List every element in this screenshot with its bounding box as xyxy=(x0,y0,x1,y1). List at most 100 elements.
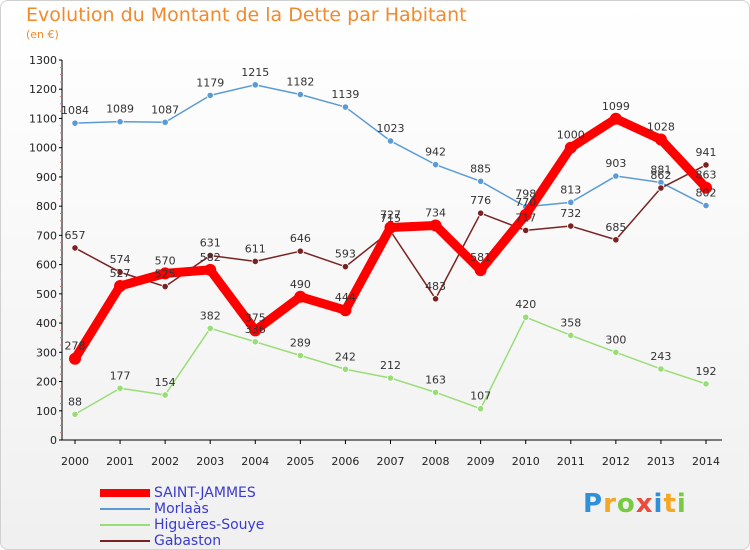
data-label-gabaston: 776 xyxy=(470,194,491,207)
data-label-gabaston: 717 xyxy=(515,211,536,224)
series-lines xyxy=(69,81,712,418)
y-tick-label: 200 xyxy=(36,376,57,389)
y-tick: 300 xyxy=(36,346,62,359)
data-point-saint-jammes xyxy=(339,304,352,317)
data-label-higueres-souye: 358 xyxy=(560,316,581,329)
data-point-gabaston xyxy=(161,282,169,291)
data-point-higueres-souye xyxy=(522,313,530,321)
data-label-saint-jammes: 490 xyxy=(290,278,311,291)
data-point-saint-jammes xyxy=(69,352,81,365)
logo-letter: i xyxy=(676,489,687,519)
data-point-gabaston xyxy=(206,251,214,260)
x-tick-label: 2000 xyxy=(61,455,89,468)
x-tick: 2009 xyxy=(467,440,495,468)
data-label-gabaston: 646 xyxy=(290,232,311,245)
data-point-higueres-souye xyxy=(477,405,485,413)
data-point-morlaas xyxy=(341,103,350,111)
legend: SAINT-JAMMES Morlaàs Higuères-Souye Gaba… xyxy=(100,485,264,549)
x-tick: 2010 xyxy=(512,440,540,468)
data-label-saint-jammes: 1099 xyxy=(602,100,630,113)
data-point-higueres-souye xyxy=(206,324,214,332)
data-point-gabaston xyxy=(612,236,620,244)
data-point-saint-jammes xyxy=(294,290,307,303)
x-tick: 2000 xyxy=(61,440,89,468)
data-label-gabaston: 611 xyxy=(245,242,266,255)
data-label-saint-jammes: 734 xyxy=(425,206,446,219)
data-label-morlaas: 881 xyxy=(650,163,671,176)
x-tick-label: 2010 xyxy=(512,455,540,468)
y-tick: 0 xyxy=(50,434,62,447)
x-tick: 2003 xyxy=(196,440,224,468)
data-label-morlaas: 813 xyxy=(560,183,581,196)
x-tick: 2013 xyxy=(647,440,675,468)
logo-letter: x xyxy=(635,489,654,519)
y-tick: 1200 xyxy=(29,83,62,96)
data-point-gabaston xyxy=(522,226,530,235)
y-tick: 1300 xyxy=(29,54,62,67)
x-tick-label: 2012 xyxy=(602,455,630,468)
y-tick: 500 xyxy=(36,288,62,301)
y-tick: 900 xyxy=(36,171,62,184)
legend-label-gabaston: Gabaston xyxy=(154,533,222,549)
data-label-higueres-souye: 420 xyxy=(515,298,536,311)
data-point-gabaston xyxy=(567,222,575,230)
data-label-higueres-souye: 243 xyxy=(650,350,671,363)
data-point-gabaston xyxy=(116,268,124,276)
data-point-morlaas xyxy=(386,137,395,145)
x-tick-label: 2013 xyxy=(647,455,675,468)
data-labels: 88 177 154 382 336 289 242 212 163 107 420 358 300 24… xyxy=(61,66,717,408)
logo-letter: r xyxy=(603,489,617,519)
data-point-morlaas xyxy=(296,90,304,99)
x-tick-label: 2008 xyxy=(422,455,450,468)
data-label-morlaas: 1023 xyxy=(377,122,405,135)
data-point-morlaas xyxy=(612,172,620,180)
x-tick-label: 2002 xyxy=(151,455,179,468)
data-label-saint-jammes: 727 xyxy=(380,208,401,221)
legend-item-morlaas: Morlaàs xyxy=(100,501,264,517)
x-axis: 2000 2001 2002 2003 2004 2005 2006 2007 2008 2009… xyxy=(61,439,722,468)
y-tick: 1000 xyxy=(29,142,62,155)
legend-item-higueres-souye: Higuères-Souye xyxy=(100,517,264,533)
data-label-morlaas: 1179 xyxy=(196,76,224,89)
y-axis: 0 100 200 300 400 500 600 700 800 900 1000 1100 1200… xyxy=(29,54,63,447)
data-point-higueres-souye xyxy=(612,348,620,356)
chart-title: Evolution du Montant de la Dette par Hab… xyxy=(26,4,467,26)
x-tick: 2011 xyxy=(557,440,585,468)
proxiti-logo: Proxiti xyxy=(583,489,687,519)
data-point-saint-jammes xyxy=(654,133,667,146)
data-label-morlaas: 1215 xyxy=(241,66,269,79)
data-label-higueres-souye: 154 xyxy=(155,376,176,389)
x-tick-label: 2009 xyxy=(467,455,495,468)
data-point-morlaas xyxy=(71,119,79,127)
data-point-saint-jammes xyxy=(609,112,622,125)
data-point-higueres-souye xyxy=(161,391,169,399)
data-point-saint-jammes xyxy=(384,221,397,234)
data-point-morlaas xyxy=(116,118,124,126)
y-tick-label: 0 xyxy=(50,434,57,447)
data-point-higueres-souye xyxy=(251,338,259,346)
data-point-morlaas xyxy=(477,177,485,185)
logo-letter: t xyxy=(663,489,677,519)
legend-label-morlaas: Morlaàs xyxy=(154,501,209,517)
data-point-higueres-souye xyxy=(341,365,350,373)
x-tick-label: 2005 xyxy=(286,455,314,468)
x-tick: 2012 xyxy=(602,440,630,468)
x-tick: 2004 xyxy=(241,440,269,468)
y-tick-label: 100 xyxy=(36,405,57,418)
data-point-gabaston xyxy=(71,244,79,252)
data-label-saint-jammes: 1028 xyxy=(647,121,675,134)
x-tick-label: 2007 xyxy=(377,455,405,468)
data-label-higueres-souye: 163 xyxy=(425,373,446,386)
legend-label-higueres-souye: Higuères-Souye xyxy=(154,517,265,533)
data-point-higueres-souye xyxy=(567,331,575,339)
y-tick-label: 900 xyxy=(36,171,57,184)
data-label-morlaas: 903 xyxy=(605,157,626,170)
data-label-higueres-souye: 212 xyxy=(380,359,401,372)
data-point-gabaston xyxy=(296,247,304,255)
x-tick: 2005 xyxy=(286,440,314,468)
y-tick-label: 400 xyxy=(36,317,57,330)
data-label-saint-jammes: 863 xyxy=(696,169,717,182)
y-tick: 800 xyxy=(36,200,62,213)
data-label-saint-jammes: 770 xyxy=(515,196,536,209)
